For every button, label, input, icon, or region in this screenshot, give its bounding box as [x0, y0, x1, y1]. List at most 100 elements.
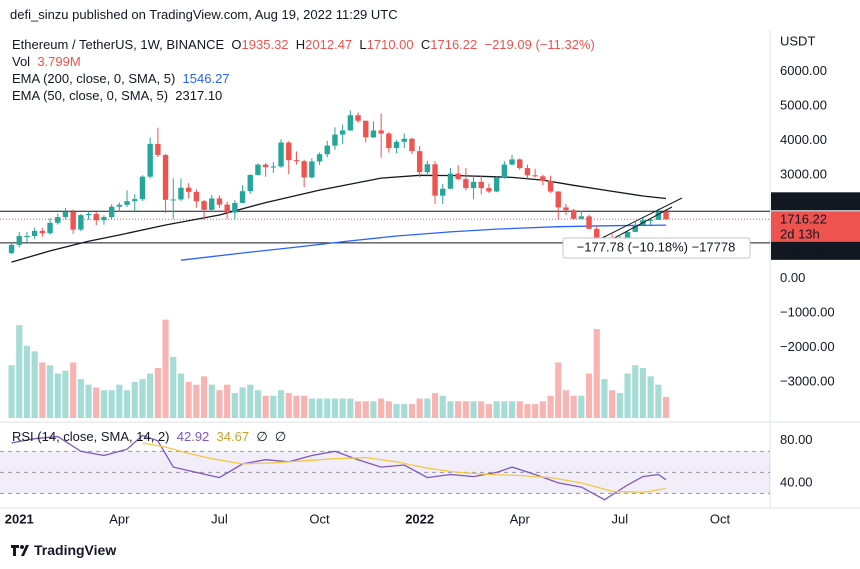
- candle-body: [655, 211, 662, 220]
- volume-bar: [593, 329, 600, 418]
- y-tick-label: 5000.00: [780, 97, 827, 112]
- volume-bar: [578, 395, 585, 418]
- candle-body: [31, 230, 38, 237]
- volume-bar: [362, 401, 369, 418]
- candle-body: [586, 216, 592, 229]
- volume-bar: [139, 379, 146, 418]
- volume-bar: [524, 404, 531, 418]
- candle-body: [147, 143, 153, 177]
- rsi-value: 42.92: [176, 429, 210, 444]
- rsi-flag: ∅: [274, 429, 287, 444]
- candle-body: [386, 133, 392, 149]
- level-label: 1946.79: [780, 193, 827, 208]
- candle-body: [370, 130, 377, 138]
- trend-line: [591, 197, 683, 244]
- candle-body: [293, 160, 300, 162]
- ema-value: 1546.27: [182, 71, 230, 86]
- candle-body: [70, 211, 76, 230]
- volume-bar: [370, 401, 377, 418]
- ohlc-key: H: [295, 37, 306, 52]
- candle-body: [416, 151, 423, 173]
- ohlc-value: 1935.32: [241, 37, 289, 52]
- publisher-line: defi_sinzu published on TradingView.com,…: [10, 7, 398, 22]
- ohlc-value: 1716.22: [430, 37, 478, 52]
- candle-body: [62, 211, 69, 218]
- volume-bar: [154, 368, 161, 418]
- volume-bar: [131, 381, 138, 418]
- candle-body: [232, 202, 238, 213]
- candle-body: [355, 115, 361, 121]
- candle-body: [39, 230, 46, 234]
- volume-bar: [170, 356, 177, 418]
- logo: TradingView: [10, 542, 116, 558]
- volume-bar: [539, 401, 546, 418]
- candle-body: [278, 142, 284, 167]
- measure-box: [562, 237, 751, 259]
- volume-bar: [408, 404, 416, 418]
- price-unit: USDT: [780, 33, 815, 48]
- volume-bar: [270, 395, 277, 418]
- logo-icon: [11, 545, 29, 556]
- y-tick-label: 4000.00: [780, 132, 827, 147]
- measure-label: −177.78 (−10.18%) −17778: [577, 239, 736, 254]
- countdown-box: [771, 227, 860, 244]
- candle-body: [517, 159, 523, 169]
- y-tick-label: −2000.00: [780, 339, 835, 354]
- candle-body: [193, 191, 200, 202]
- candle-body: [339, 130, 346, 135]
- volume-bar: [393, 404, 400, 418]
- volume-bar: [100, 390, 108, 418]
- candle-body: [501, 164, 508, 178]
- candle-body: [647, 219, 654, 221]
- legend-row: Ethereum / TetherUS, 1W, BINANCE O1935.3…: [12, 36, 595, 53]
- candle-body: [124, 201, 130, 205]
- logo-text: TradingView: [34, 542, 117, 558]
- x-tick-label: Apr: [109, 511, 130, 526]
- candle-body: [185, 187, 192, 192]
- candle-body: [663, 211, 669, 220]
- candle-body: [486, 188, 492, 192]
- x-tick-label: Jul: [612, 511, 629, 526]
- candle-body: [316, 154, 323, 162]
- candle-body: [547, 180, 554, 192]
- volume-bar: [447, 401, 454, 418]
- y-tick-label: −1000.00: [780, 304, 835, 319]
- volume-bar: [46, 365, 54, 418]
- candle-body: [532, 175, 538, 177]
- level-label: 1032.87: [780, 242, 827, 257]
- volume-bar: [216, 390, 223, 418]
- rsi-line: [142, 442, 667, 494]
- volume-bar: [277, 390, 285, 418]
- ema-label: EMA (200, close, 0, SMA, 5): [12, 71, 176, 86]
- rsi-tick-label: 80.00: [780, 432, 813, 447]
- volume-bar: [455, 401, 462, 418]
- volume-bar: [485, 404, 493, 418]
- candle-body: [270, 166, 277, 168]
- volume-bar: [501, 401, 508, 418]
- volume-bar: [116, 384, 123, 418]
- candle-body: [632, 225, 638, 232]
- volume-bar: [85, 384, 92, 418]
- candle-body: [393, 141, 400, 149]
- x-tick-label: Oct: [710, 511, 731, 526]
- volume-bar: [8, 365, 15, 418]
- last-price-label-box: [771, 211, 860, 230]
- candle-body: [324, 145, 330, 155]
- candle-body: [47, 222, 53, 234]
- candle-body: [524, 168, 531, 176]
- volume-bar: [308, 398, 315, 418]
- candle-body: [224, 204, 230, 213]
- volume-bar: [262, 395, 269, 418]
- change: −219.09 (−11.32%): [484, 37, 595, 52]
- candle-body: [201, 201, 207, 210]
- candle-body: [578, 216, 585, 219]
- volume-bar: [324, 398, 331, 418]
- countdown: 2d 13h: [780, 227, 820, 242]
- volume-bar: [562, 390, 570, 418]
- volume-bar: [239, 387, 246, 418]
- volume-bar: [585, 373, 593, 418]
- volume-bar: [123, 390, 131, 418]
- candle-body: [478, 181, 484, 189]
